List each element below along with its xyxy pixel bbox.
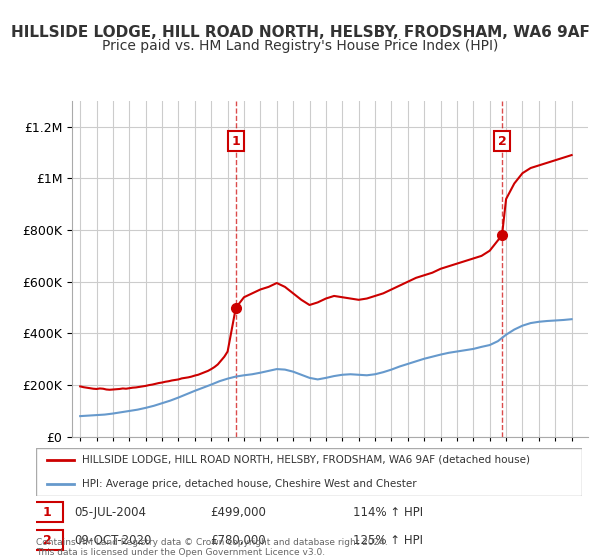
- Text: HILLSIDE LODGE, HILL ROAD NORTH, HELSBY, FRODSHAM, WA6 9AF (detached house): HILLSIDE LODGE, HILL ROAD NORTH, HELSBY,…: [82, 455, 530, 465]
- Text: £499,000: £499,000: [211, 506, 266, 519]
- Text: 05-JUL-2004: 05-JUL-2004: [74, 506, 146, 519]
- Text: 125% ↑ HPI: 125% ↑ HPI: [353, 534, 422, 547]
- FancyBboxPatch shape: [36, 448, 582, 496]
- FancyBboxPatch shape: [31, 502, 64, 522]
- Text: HPI: Average price, detached house, Cheshire West and Chester: HPI: Average price, detached house, Ches…: [82, 479, 417, 489]
- Text: 1: 1: [43, 506, 51, 519]
- Text: 114% ↑ HPI: 114% ↑ HPI: [353, 506, 423, 519]
- FancyBboxPatch shape: [31, 530, 64, 550]
- Text: 2: 2: [497, 134, 506, 148]
- Text: 2: 2: [43, 534, 51, 547]
- Text: 1: 1: [232, 134, 240, 148]
- Text: 09-OCT-2020: 09-OCT-2020: [74, 534, 152, 547]
- Text: £780,000: £780,000: [211, 534, 266, 547]
- Text: HILLSIDE LODGE, HILL ROAD NORTH, HELSBY, FRODSHAM, WA6 9AF: HILLSIDE LODGE, HILL ROAD NORTH, HELSBY,…: [11, 25, 589, 40]
- Text: Price paid vs. HM Land Registry's House Price Index (HPI): Price paid vs. HM Land Registry's House …: [102, 39, 498, 53]
- Text: Contains HM Land Registry data © Crown copyright and database right 2024.
This d: Contains HM Land Registry data © Crown c…: [36, 538, 388, 557]
